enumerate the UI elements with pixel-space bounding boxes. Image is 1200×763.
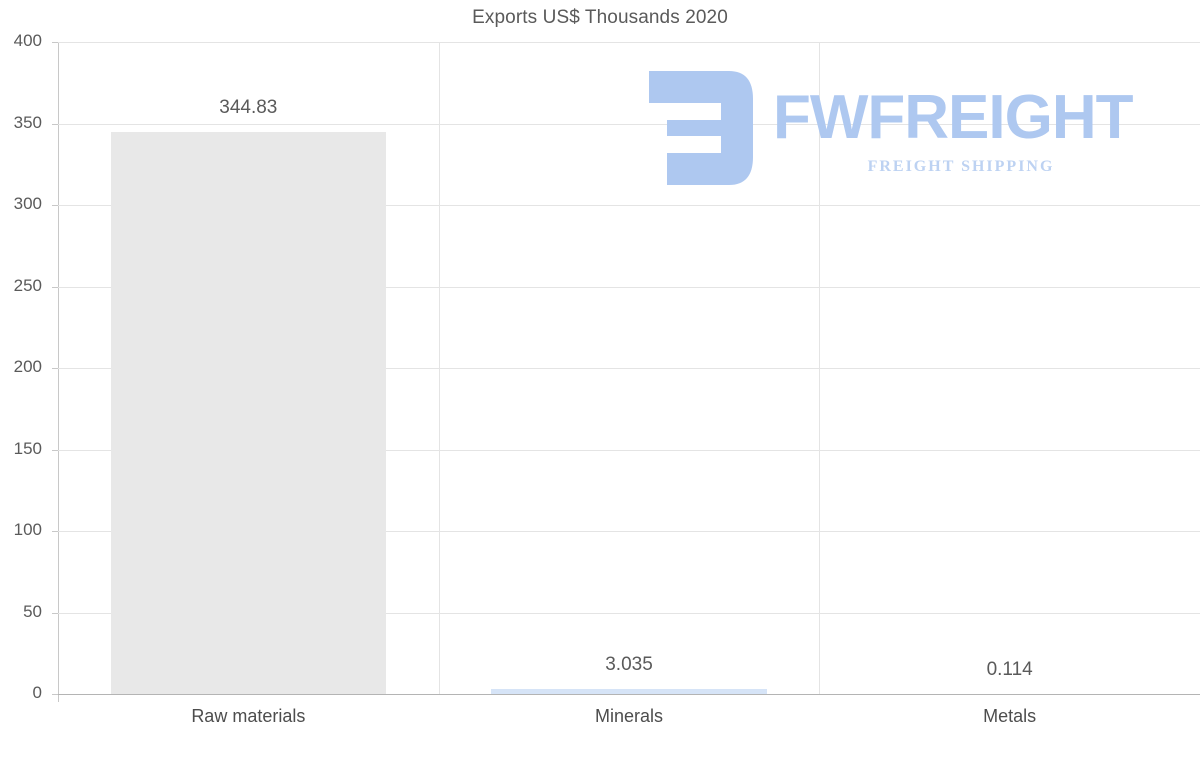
gridline (58, 368, 1200, 369)
bar-value-label: 0.114 (986, 658, 1033, 680)
y-axis-tick-mark (52, 531, 58, 532)
y-axis-tick-label: 400 (13, 31, 42, 50)
category-separator (439, 42, 440, 694)
plot-area (58, 42, 1200, 695)
chart-title: Exports US$ Thousands 2020 (472, 7, 728, 28)
y-axis-tick-label: 0 (32, 683, 42, 702)
gridline (58, 612, 1200, 614)
y-axis-tick-label: 300 (13, 194, 42, 213)
bar-value-label: 3.035 (605, 654, 653, 676)
y-axis-tick-mark (52, 286, 58, 288)
y-axis-tick-mark (52, 42, 58, 43)
y-axis-tick-label: 250 (13, 275, 42, 295)
bar[interactable] (110, 131, 386, 694)
gridline (58, 449, 1200, 451)
y-axis-tick-label: 200 (13, 357, 42, 376)
y-axis-tick-mark (52, 449, 58, 451)
bar[interactable] (491, 689, 767, 694)
y-axis-tick-label: 150 (13, 438, 42, 458)
y-axis-tick-mark (52, 123, 58, 125)
gridline (58, 205, 1200, 206)
gridline (58, 531, 1200, 532)
y-axis-tick-mark (52, 612, 58, 614)
y-axis-tick-mark (52, 694, 58, 695)
y-axis-tick-label: 100 (13, 520, 42, 539)
bar-value-label: 344.83 (219, 96, 278, 118)
x-axis-tick-label: Minerals (594, 706, 664, 726)
y-axis-tick-mark (52, 205, 58, 206)
category-separator (819, 42, 820, 694)
y-axis-tick-mark (52, 368, 58, 369)
x-axis-tick-label: Raw materials (191, 706, 306, 726)
gridline (58, 286, 1200, 288)
y-axis-line (58, 42, 59, 702)
x-axis-tick-label: Metals (983, 706, 1037, 726)
gridline (58, 123, 1200, 125)
gridline (58, 694, 1200, 695)
gridline (58, 42, 1200, 43)
y-axis-tick-label: 50 (23, 601, 42, 621)
y-axis-tick-label: 350 (13, 112, 42, 132)
